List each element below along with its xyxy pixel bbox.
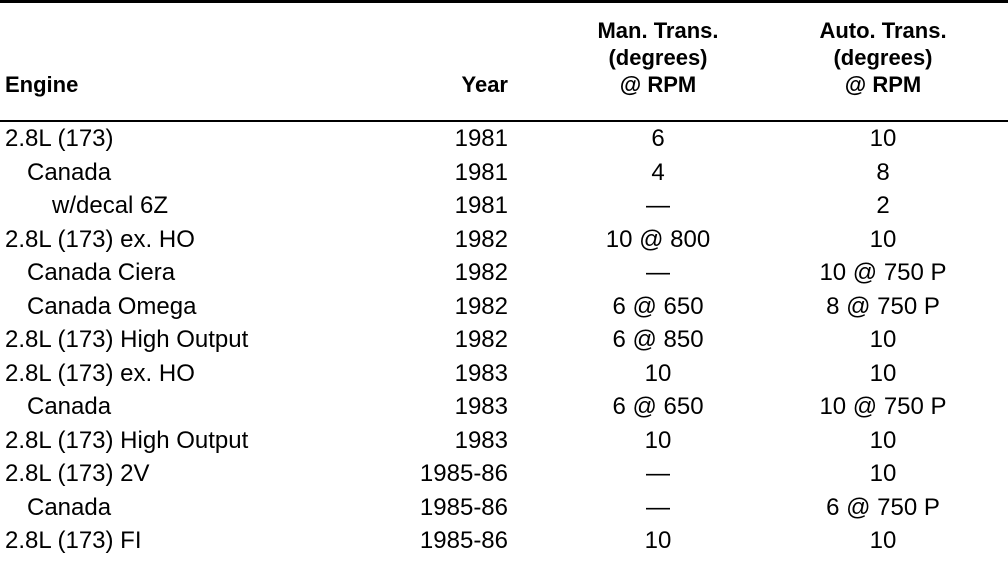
table-cell: 10 @ 750 P <box>819 259 947 286</box>
table-cell: 10 <box>869 359 897 387</box>
table-cell: 1982 <box>454 292 508 320</box>
table-cell: 1982 <box>454 225 508 253</box>
spacer <box>958 1 1008 122</box>
spacer <box>958 189 1008 223</box>
table-cell: Canada Omega <box>27 292 197 320</box>
header-line: Auto. Trans. <box>819 18 947 43</box>
table-cell: 1982 <box>454 326 508 353</box>
table-row: Canada 1983 6 @ 650 10 @ 750 P <box>0 390 1008 424</box>
table-cell: — <box>646 493 670 521</box>
table-cell: 10 <box>869 225 897 253</box>
table-cell: — <box>646 259 670 286</box>
table-cell: 8 <box>876 158 890 186</box>
table-cell: w/decal 6Z <box>52 192 169 219</box>
table-cell: 6 @ 650 <box>612 393 704 420</box>
table-cell: 2 <box>876 192 890 219</box>
header-line: (degrees) <box>608 45 708 70</box>
spacer <box>958 457 1008 491</box>
table-cell: 1983 <box>454 426 508 454</box>
table-cell: 10 <box>644 359 672 387</box>
table-cell: 1981 <box>454 192 508 219</box>
table-cell: 2.8L (173) ex. HO <box>5 225 195 253</box>
header-line: @ RPM <box>619 72 697 97</box>
table-cell: 10 @ 800 <box>605 225 711 253</box>
table-cell: 8 @ 750 P <box>826 292 940 320</box>
spacer <box>958 290 1008 324</box>
header-cell: Year <box>400 1 508 122</box>
table-cell: 10 @ 750 P <box>819 393 947 420</box>
table-cell: 6 @ 850 <box>612 326 704 353</box>
table-row: Canada Ciera 1982 — 10 @ 750 P <box>0 256 1008 290</box>
table-body: 2.8L (173) 1981 6 10 Canada 1981 4 8 w/decal 6Z 1… <box>0 121 1008 558</box>
table-row: 2.8L (173) High Output 1982 6 @ 850 10 <box>0 323 1008 357</box>
table-cell: 10 <box>644 527 672 554</box>
table-cell: 10 <box>869 326 897 353</box>
table-row: Canada Omega 1982 6 @ 650 8 @ 750 P <box>0 290 1008 324</box>
table-cell: Canada <box>27 493 112 521</box>
spacer <box>958 223 1008 257</box>
table-row: 2.8L (173) ex. HO 1983 10 10 <box>0 357 1008 391</box>
table-row: 2.8L (173) 1981 6 10 <box>0 121 1008 156</box>
spacer <box>958 256 1008 290</box>
table-cell: 1985-86 <box>419 493 508 521</box>
table-cell: 10 <box>869 527 897 554</box>
table-cell: — <box>646 192 670 219</box>
table-cell: 10 <box>644 426 672 454</box>
header-line: @ RPM <box>844 72 922 97</box>
table-cell: 1985-86 <box>419 527 508 554</box>
table-cell: 6 <box>651 125 665 152</box>
table-cell: 10 <box>869 460 897 487</box>
table-cell: 2.8L (173) <box>5 125 114 152</box>
table-cell: 2.8L (173) High Output <box>5 326 249 353</box>
table-row: 2.8L (173) High Output 1983 10 10 <box>0 424 1008 458</box>
table-cell: 4 <box>651 158 665 186</box>
header-line: Man. Trans. <box>597 18 719 43</box>
table-cell: 1985-86 <box>419 460 508 487</box>
table-row: 2.8L (173) 2V 1985-86 — 10 <box>0 457 1008 491</box>
table-cell: 2.8L (173) FI <box>5 527 142 554</box>
table-cell: 1983 <box>454 393 508 420</box>
table-cell: 10 <box>869 426 897 454</box>
spacer <box>958 491 1008 525</box>
header-cell: Engine <box>0 1 400 122</box>
table-cell: 1982 <box>454 259 508 286</box>
table-cell: Canada Ciera <box>27 259 176 286</box>
spacer <box>958 323 1008 357</box>
table-cell: 1981 <box>454 158 508 186</box>
spacer <box>958 390 1008 424</box>
spacer <box>958 156 1008 190</box>
table-cell: 2.8L (173) High Output <box>5 426 249 454</box>
table-cell: 10 <box>869 125 897 152</box>
table-cell: 1983 <box>454 359 508 387</box>
table-cell: 6 @ 650 <box>612 292 704 320</box>
table-row: w/decal 6Z 1981 — 2 <box>0 189 1008 223</box>
spacer <box>958 121 1008 156</box>
table-cell: 2.8L (173) 2V <box>5 460 150 487</box>
table-row: 2.8L (173) ex. HO 1982 10 @ 800 10 <box>0 223 1008 257</box>
table-cell: 1981 <box>454 125 508 152</box>
header-cell: Auto. Trans. (degrees) @ RPM <box>808 1 958 122</box>
header-line: (degrees) <box>833 45 933 70</box>
table-cell: 2.8L (173) ex. HO <box>5 359 195 387</box>
spacer <box>958 524 1008 558</box>
table-row: Canada 1981 4 8 <box>0 156 1008 190</box>
table-cell: Canada <box>27 158 112 186</box>
table-row: Canada 1985-86 — 6 @ 750 P <box>0 491 1008 525</box>
spacer <box>958 424 1008 458</box>
header-cell: Man. Trans. (degrees) @ RPM <box>508 1 808 122</box>
spacer <box>958 357 1008 391</box>
table-cell: 6 @ 750 P <box>826 493 940 521</box>
table-cell: Canada <box>27 393 112 420</box>
header-row: Engine Year Man. Trans. (degrees) @ RPM … <box>0 1 1008 122</box>
table-cell: — <box>646 460 670 487</box>
table-row: 2.8L (173) FI 1985-86 10 10 <box>0 524 1008 558</box>
